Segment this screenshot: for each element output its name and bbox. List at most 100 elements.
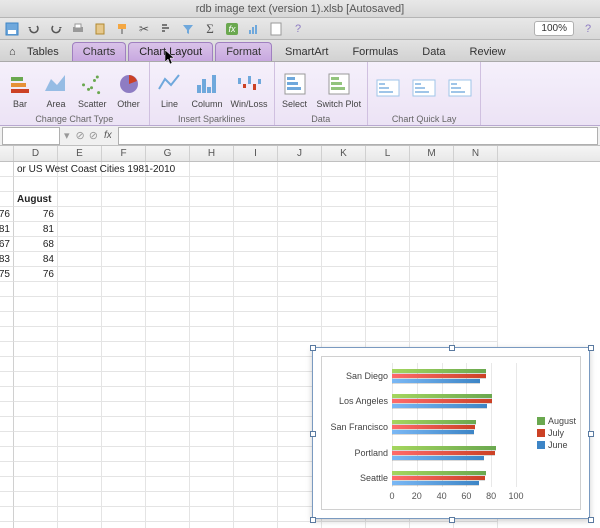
cell[interactable] — [14, 507, 58, 522]
cell[interactable] — [234, 447, 278, 462]
cell[interactable] — [454, 237, 498, 252]
chart-resize-handle[interactable] — [310, 517, 316, 523]
cell[interactable] — [234, 162, 278, 177]
cell[interactable] — [410, 162, 454, 177]
cell[interactable] — [410, 222, 454, 237]
cell[interactable] — [102, 267, 146, 282]
cell[interactable] — [14, 522, 58, 528]
chart-resize-handle[interactable] — [588, 517, 594, 523]
cell[interactable] — [410, 312, 454, 327]
cell[interactable] — [14, 447, 58, 462]
sum-icon[interactable]: Σ — [202, 21, 218, 37]
cell[interactable] — [58, 282, 102, 297]
cell[interactable] — [14, 492, 58, 507]
cell[interactable] — [14, 312, 58, 327]
cell[interactable] — [366, 327, 410, 342]
cell[interactable] — [14, 342, 58, 357]
cell[interactable] — [58, 252, 102, 267]
cell[interactable] — [146, 432, 190, 447]
cell[interactable] — [322, 177, 366, 192]
cell[interactable] — [454, 312, 498, 327]
cell[interactable] — [454, 282, 498, 297]
cell[interactable] — [454, 267, 498, 282]
cell[interactable] — [190, 327, 234, 342]
cell[interactable] — [454, 207, 498, 222]
cell[interactable] — [146, 477, 190, 492]
ribbon-btn-Column[interactable]: Column — [190, 69, 225, 110]
legend-item[interactable]: June — [537, 440, 576, 450]
help-icon[interactable]: ? — [290, 21, 306, 37]
cell[interactable] — [454, 522, 498, 528]
cell[interactable] — [58, 267, 102, 282]
cell[interactable] — [190, 222, 234, 237]
cell[interactable] — [366, 162, 410, 177]
cell[interactable] — [190, 477, 234, 492]
cell[interactable] — [278, 192, 322, 207]
cell[interactable] — [146, 522, 190, 528]
cell[interactable] — [14, 327, 58, 342]
cell[interactable] — [102, 492, 146, 507]
cell[interactable] — [58, 177, 102, 192]
cell[interactable] — [14, 372, 58, 387]
cell[interactable] — [190, 447, 234, 462]
cell[interactable] — [146, 192, 190, 207]
cell[interactable] — [102, 417, 146, 432]
ribbon-btn-layout[interactable] — [444, 74, 476, 104]
cell[interactable] — [190, 402, 234, 417]
cell[interactable] — [190, 357, 234, 372]
cell[interactable] — [14, 417, 58, 432]
col-header-I[interactable]: I — [234, 146, 278, 161]
cell[interactable] — [322, 522, 366, 528]
sort-icon[interactable] — [158, 21, 174, 37]
chart-bar[interactable] — [392, 425, 475, 429]
redo-icon[interactable] — [48, 21, 64, 37]
cell[interactable] — [410, 237, 454, 252]
cell[interactable] — [14, 357, 58, 372]
cell[interactable] — [102, 207, 146, 222]
cell[interactable] — [454, 192, 498, 207]
cell[interactable] — [102, 447, 146, 462]
chart-bar[interactable] — [392, 374, 486, 378]
cell[interactable] — [366, 282, 410, 297]
cell[interactable] — [234, 492, 278, 507]
cell[interactable] — [102, 297, 146, 312]
cell[interactable] — [234, 267, 278, 282]
cell[interactable] — [234, 342, 278, 357]
cell[interactable] — [102, 312, 146, 327]
cell[interactable] — [146, 267, 190, 282]
cell[interactable] — [234, 237, 278, 252]
ribbon-btn-layout[interactable] — [408, 74, 440, 104]
cell[interactable] — [322, 252, 366, 267]
cell[interactable] — [58, 522, 102, 528]
cell[interactable] — [102, 522, 146, 528]
cell[interactable] — [102, 342, 146, 357]
cell[interactable] — [190, 192, 234, 207]
chart-resize-handle[interactable] — [588, 431, 594, 437]
tab-format[interactable]: Format — [215, 42, 272, 61]
legend-item[interactable]: July — [537, 428, 576, 438]
cell[interactable] — [190, 312, 234, 327]
chart-resize-handle[interactable] — [310, 431, 316, 437]
cell[interactable] — [190, 252, 234, 267]
cell[interactable] — [58, 402, 102, 417]
col-header-N[interactable]: N — [454, 146, 498, 161]
cell[interactable] — [146, 222, 190, 237]
cell[interactable] — [58, 357, 102, 372]
cell[interactable] — [146, 417, 190, 432]
cell[interactable] — [366, 192, 410, 207]
chart-legend[interactable]: AugustJulyJune — [537, 414, 576, 452]
cell[interactable] — [58, 312, 102, 327]
col-header-H[interactable]: H — [190, 146, 234, 161]
cell[interactable] — [234, 417, 278, 432]
cell[interactable] — [146, 282, 190, 297]
cell[interactable] — [366, 207, 410, 222]
cell[interactable] — [410, 522, 454, 528]
cell[interactable] — [278, 297, 322, 312]
chart-bar[interactable] — [392, 404, 487, 408]
chart-bar[interactable] — [392, 471, 486, 475]
cell[interactable] — [102, 462, 146, 477]
cell[interactable] — [410, 177, 454, 192]
cell[interactable] — [102, 327, 146, 342]
cell[interactable] — [58, 327, 102, 342]
cell[interactable] — [58, 462, 102, 477]
